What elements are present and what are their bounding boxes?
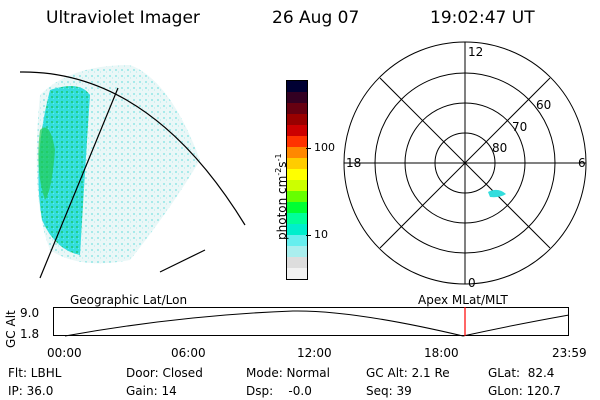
colorbar-tick-mark-10: [306, 235, 311, 236]
apex-coord-label: Apex MLat/MLT: [418, 293, 508, 307]
geo-coord-label: Geographic Lat/Lon: [70, 293, 188, 307]
footer-seq: Seq: 39: [366, 384, 412, 398]
time-tick-0: 00:00: [47, 346, 82, 360]
colorbar-segment: [287, 81, 307, 92]
footer-gc-alt: GC Alt: 2.1 Re: [366, 366, 450, 380]
polar-label-0: 0: [468, 276, 476, 290]
colorbar-tick-marks: [306, 148, 311, 149]
footer-glat: GLat: 82.4: [488, 366, 555, 380]
uv-image-panel: [19, 65, 246, 279]
uv-emission-dense: [38, 86, 90, 255]
colorbar-tick-100: 100: [314, 141, 335, 154]
colorbar-segment: [287, 257, 307, 268]
timeline-frame: [53, 307, 569, 336]
altitude-curve: [64, 310, 570, 337]
earth-limb-arc: [19, 71, 246, 226]
footer-glon: GLon: 120.7: [488, 384, 561, 398]
footer-filter: Flt: LBHL: [8, 366, 62, 380]
colorbar-segment: [287, 235, 307, 246]
colorbar-segment: [287, 246, 307, 257]
lat-lon-segment: [159, 249, 206, 273]
color-bar: [286, 80, 308, 280]
polar-label-18: 18: [346, 156, 362, 170]
colorbar-segment: [287, 136, 307, 147]
colorbar-unit-label: photon cm-2s-1: [274, 153, 289, 240]
date-label: 26 Aug 07: [272, 8, 360, 28]
colorbar-segment: [287, 191, 307, 202]
time-tick-3: 18:00: [424, 346, 459, 360]
colorbar-segment: [287, 180, 307, 191]
uv-emission-core: [38, 127, 55, 200]
footer-gain: Gain: 14: [126, 384, 177, 398]
polar-emission-blob: [488, 189, 506, 198]
colorbar-segment: [287, 169, 307, 180]
colorbar-segment: [287, 125, 307, 136]
time-tick-2: 12:00: [297, 346, 332, 360]
gc-alt-top-tick: 9.0: [20, 306, 40, 320]
instrument-title: Ultraviolet Imager: [46, 8, 200, 28]
colorbar-segment: [287, 158, 307, 169]
polar-label-12: 12: [468, 45, 484, 59]
gc-alt-bottom-tick: 1.8: [20, 327, 40, 341]
colorbar-segment: [287, 147, 307, 158]
time-tick-4: 23:59: [552, 346, 587, 360]
terminator-line: [39, 87, 119, 279]
colorbar-segment: [287, 92, 307, 103]
polar-mlt-plot: [343, 41, 587, 285]
footer-mode: Mode: Normal: [246, 366, 330, 380]
time-tick-1: 06:00: [171, 346, 206, 360]
footer-door: Door: Closed: [126, 366, 203, 380]
time-label: 19:02:47 UT: [430, 8, 535, 28]
colorbar-segment: [287, 268, 307, 279]
colorbar-segment: [287, 114, 307, 125]
colorbar-segment: [287, 224, 307, 235]
colorbar-segment: [287, 103, 307, 114]
polar-label-6: 6: [578, 156, 586, 170]
colorbar-segment: [287, 213, 307, 224]
polar-label-80: 80: [492, 141, 508, 155]
colorbar-tick-10: 10: [314, 228, 328, 241]
polar-label-60: 60: [536, 98, 552, 112]
colorbar-segment: [287, 202, 307, 213]
altitude-timeline: [53, 307, 570, 337]
footer-ip: IP: 36.0: [8, 384, 54, 398]
footer-dsp: Dsp: -0.0: [246, 384, 312, 398]
polar-diagonal-b: [379, 77, 551, 249]
polar-label-70: 70: [512, 120, 528, 134]
gc-alt-axis-label: GC Alt: [4, 310, 18, 348]
